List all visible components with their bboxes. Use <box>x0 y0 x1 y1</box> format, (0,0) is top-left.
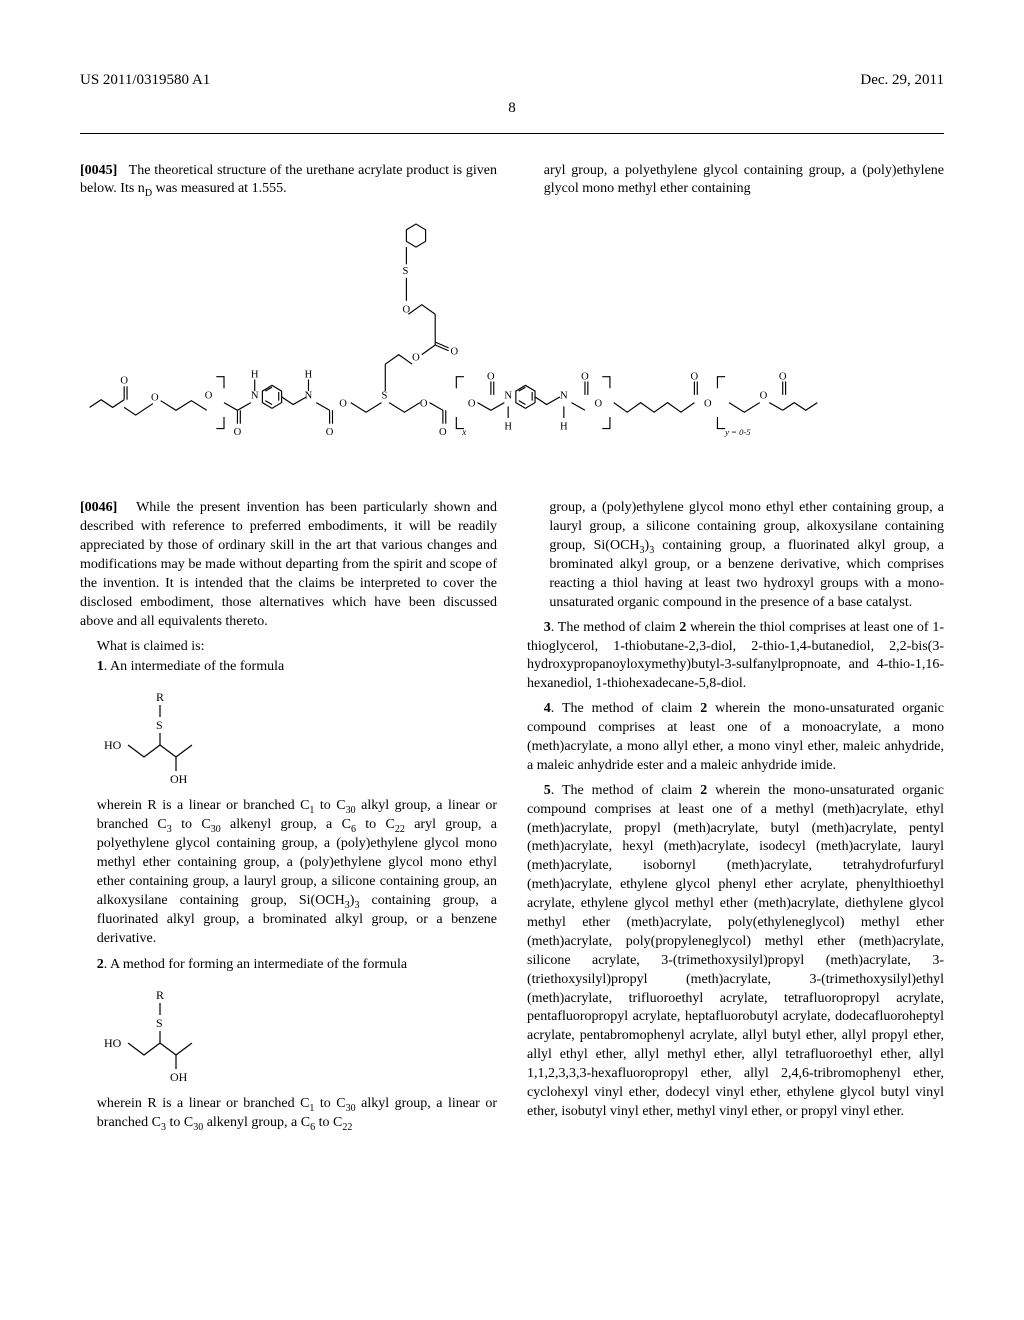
svg-text:O: O <box>439 428 447 439</box>
claim-2: 2. A method for forming an intermediate … <box>80 956 497 1133</box>
page-container: US 2011/0319580 A1 Dec. 29, 2011 8 [0045… <box>0 0 1024 1320</box>
svg-text:HO: HO <box>104 1036 122 1050</box>
svg-text:S: S <box>156 718 163 732</box>
svg-text:N: N <box>504 391 512 402</box>
top-left-col: [0045] The theoretical structure of the … <box>80 162 497 206</box>
svg-text:O: O <box>205 391 213 402</box>
page-header: US 2011/0319580 A1 Dec. 29, 2011 <box>80 70 944 90</box>
structure-svg: O O O O N H N H <box>80 215 944 475</box>
svg-text:OH: OH <box>170 772 188 786</box>
svg-text:O: O <box>691 372 699 383</box>
svg-text:N: N <box>251 391 259 402</box>
svg-text:O: O <box>412 353 420 364</box>
svg-text:O: O <box>779 372 787 383</box>
left-column: [0046] While the present invention has b… <box>80 499 497 1141</box>
top-row: [0045] The theoretical structure of the … <box>80 162 944 206</box>
publication-number: US 2011/0319580 A1 <box>80 70 210 90</box>
top-right-col: aryl group, a polyethylene glycol contai… <box>527 162 944 206</box>
para-0045: [0045] The theoretical structure of the … <box>80 162 497 200</box>
svg-text:O: O <box>234 428 242 439</box>
svg-text:O: O <box>120 376 128 387</box>
svg-text:O: O <box>403 305 411 316</box>
svg-text:R: R <box>156 690 164 704</box>
claim-4: 4. The method of claim 2 wherein the mon… <box>527 700 944 776</box>
para-0046: [0046] While the present invention has b… <box>80 499 497 631</box>
svg-text:O: O <box>487 372 495 383</box>
svg-text:N: N <box>305 391 313 402</box>
svg-text:R: R <box>156 988 164 1002</box>
urethane-acrylate-structure: O O O O N H N H <box>80 215 944 475</box>
claim2-continuation-top: aryl group, a polyethylene glycol contai… <box>527 162 944 200</box>
main-columns: [0046] While the present invention has b… <box>80 499 944 1141</box>
svg-text:O: O <box>760 391 768 402</box>
what-is-claimed: What is claimed is: <box>80 638 497 657</box>
publication-date: Dec. 29, 2011 <box>860 70 944 90</box>
claim-2-formula: R S HO OH <box>98 985 238 1085</box>
svg-text:O: O <box>468 399 476 410</box>
svg-text:N: N <box>560 391 568 402</box>
header-rule <box>80 133 944 134</box>
claim-3: 3. The method of claim 2 wherein the thi… <box>527 619 944 695</box>
svg-text:y = 0-5: y = 0-5 <box>724 428 751 438</box>
claim-1-wherein: wherein R is a linear or branched C1 to … <box>80 797 497 948</box>
svg-text:S: S <box>381 391 387 402</box>
svg-text:H: H <box>251 370 259 381</box>
svg-text:OH: OH <box>170 1070 188 1084</box>
svg-text:H: H <box>504 422 512 433</box>
right-column: group, a (poly)ethylene glycol mono ethy… <box>527 499 944 1141</box>
svg-text:HO: HO <box>104 738 122 752</box>
claim-5: 5. The method of claim 2 wherein the mon… <box>527 782 944 1122</box>
svg-text:O: O <box>704 399 712 410</box>
claim-1-formula: R S HO OH <box>98 687 238 787</box>
claim-1: 1. An intermediate of the formula R S HO <box>80 658 497 948</box>
claim-1-title: 1. An intermediate of the formula <box>80 658 497 677</box>
svg-text:S: S <box>403 266 409 277</box>
svg-text:S: S <box>156 1016 163 1030</box>
svg-text:O: O <box>595 399 603 410</box>
svg-text:O: O <box>151 393 159 404</box>
claim-2-continuation: group, a (poly)ethylene glycol mono ethy… <box>527 499 944 612</box>
page-number: 8 <box>80 98 944 118</box>
svg-text:x: x <box>461 428 467 439</box>
svg-text:O: O <box>581 372 589 383</box>
svg-text:O: O <box>420 399 428 410</box>
svg-text:O: O <box>326 428 334 439</box>
svg-text:H: H <box>560 422 568 433</box>
svg-text:H: H <box>305 370 313 381</box>
claim-2-title: 2. A method for forming an intermediate … <box>80 956 497 975</box>
svg-text:O: O <box>339 399 347 410</box>
svg-text:O: O <box>451 347 459 358</box>
claim-2-wherein: wherein R is a linear or branched C1 to … <box>80 1095 497 1133</box>
